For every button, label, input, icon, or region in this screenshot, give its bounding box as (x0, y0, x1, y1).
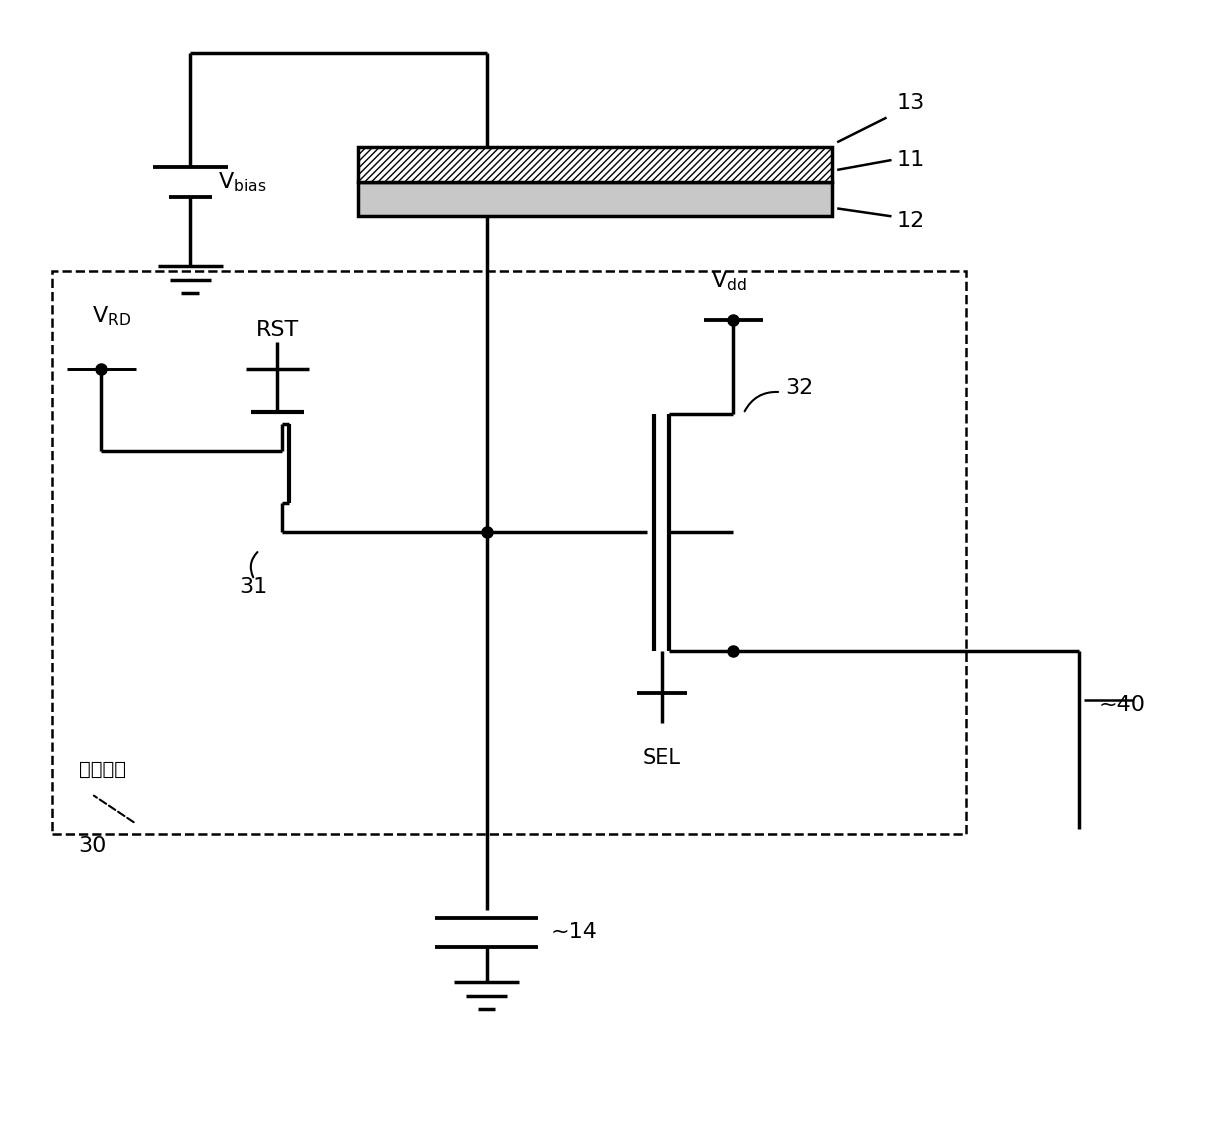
Text: 32: 32 (785, 378, 814, 398)
Bar (358, 147, 832, 182)
Text: SEL: SEL (643, 747, 681, 767)
Bar (52, 270, 966, 834)
Text: RST: RST (255, 320, 299, 340)
Text: 13: 13 (897, 93, 925, 112)
Text: V$_\mathregular{dd}$: V$_\mathregular{dd}$ (710, 269, 746, 293)
Bar (358, 182, 832, 217)
Text: 30: 30 (79, 836, 107, 856)
Text: 12: 12 (897, 211, 925, 231)
Text: ~40: ~40 (1099, 696, 1146, 715)
Text: V$_\mathregular{RD}$: V$_\mathregular{RD}$ (92, 304, 131, 328)
Text: V$_\mathregular{bias}$: V$_\mathregular{bias}$ (218, 169, 266, 194)
Text: 读取电路: 读取电路 (79, 760, 125, 779)
Text: 31: 31 (239, 577, 267, 597)
Text: 11: 11 (897, 150, 925, 171)
Text: ~14: ~14 (551, 922, 598, 942)
